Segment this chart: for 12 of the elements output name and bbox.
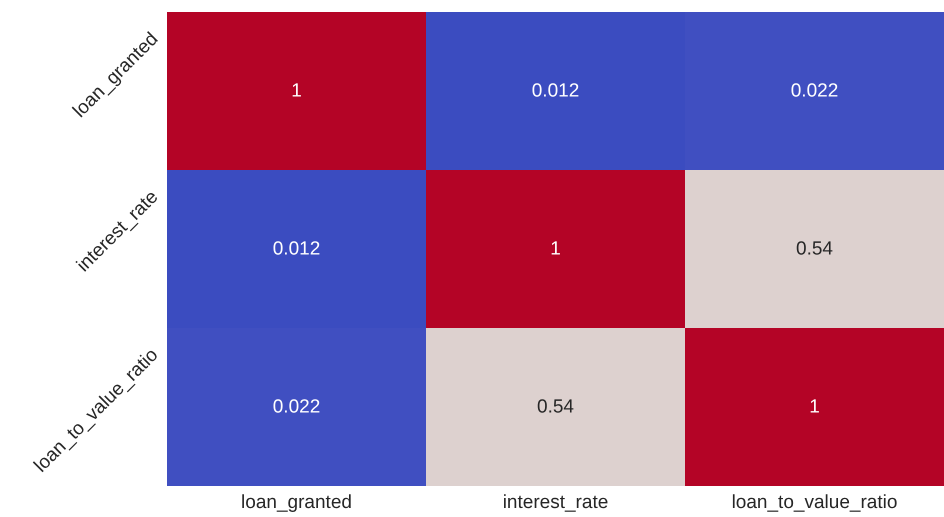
data-label: 1 <box>291 80 302 102</box>
x-tick-label: loan_granted <box>241 492 352 513</box>
x-tick-label: loan_to_value_ratio <box>732 492 898 513</box>
data-label: 1 <box>809 396 820 418</box>
data-label: 0.012 <box>272 238 320 260</box>
data-label: 1 <box>550 238 561 260</box>
data-label: 0.022 <box>272 396 320 418</box>
x-tick-label: interest_rate <box>502 492 608 513</box>
data-label: 0.022 <box>790 80 838 102</box>
data-label: 0.54 <box>796 238 834 260</box>
data-label: 0.012 <box>532 80 580 102</box>
data-label: 0.54 <box>537 396 574 418</box>
